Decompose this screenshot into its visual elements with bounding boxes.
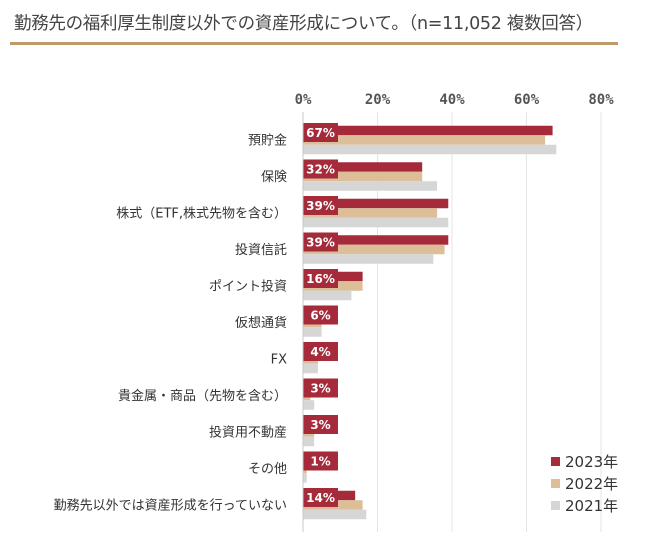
bar-2021年	[303, 436, 315, 447]
value-label: 39%	[306, 236, 335, 250]
value-label: 6%	[310, 309, 330, 323]
bar-2021年	[303, 509, 367, 520]
value-badge	[303, 196, 338, 215]
bar-2021年	[303, 363, 318, 374]
value-badge	[303, 232, 338, 252]
value-badge	[303, 305, 338, 325]
bar-2021年	[303, 290, 352, 301]
x-tick-label: 0%	[295, 92, 312, 108]
legend-label: 2023年	[565, 453, 618, 471]
value-badge	[303, 488, 338, 507]
category-label: FX	[271, 353, 287, 368]
x-tick-label: 40%	[439, 92, 465, 108]
value-badge	[303, 269, 338, 288]
value-badge	[303, 451, 338, 471]
bar-2022年	[303, 171, 423, 182]
value-label: 14%	[306, 491, 335, 505]
legend-label: 2021年	[565, 497, 618, 515]
x-tick-label: 20%	[365, 92, 391, 108]
value-badge	[303, 123, 338, 142]
title-underline	[10, 42, 618, 45]
category-label: 投資信託	[235, 242, 287, 258]
bar-2022年	[303, 208, 438, 218]
value-label: 16%	[306, 272, 335, 286]
bar-2021年	[303, 254, 434, 264]
bar-2023年	[303, 162, 423, 172]
bar-2021年	[303, 217, 449, 228]
value-label: 1%	[310, 455, 330, 469]
value-label: 39%	[306, 199, 335, 213]
legend-label: 2022年	[565, 475, 618, 493]
category-label: 仮想通貨	[235, 315, 287, 331]
x-tick-label: 60%	[514, 92, 540, 108]
legend-swatch	[551, 457, 560, 466]
bar-2023年	[303, 198, 449, 209]
value-badge	[303, 159, 338, 179]
category-label: 投資用不動産	[209, 425, 287, 441]
bar-2022年	[303, 244, 445, 255]
x-tick-label: 80%	[588, 92, 614, 108]
category-label: その他	[248, 462, 287, 477]
bar-2021年	[303, 144, 557, 155]
bar-2022年	[303, 135, 546, 145]
legend-swatch	[551, 501, 560, 510]
bar-2021年	[303, 327, 322, 337]
value-badge	[303, 415, 338, 434]
category-label: 保険	[261, 170, 287, 185]
value-label: 3%	[310, 418, 330, 432]
value-badge	[303, 342, 338, 361]
value-label: 67%	[306, 126, 335, 140]
value-label: 32%	[306, 163, 335, 177]
value-badge	[303, 378, 338, 398]
category-label: ポイント投資	[209, 279, 287, 295]
value-label: 4%	[310, 345, 330, 359]
category-label: 貴金属・商品（先物を含む）	[118, 388, 287, 404]
bar-2023年	[303, 125, 553, 136]
category-label: 株式（ETF,株式先物を含む）	[116, 206, 287, 222]
value-label: 3%	[310, 382, 330, 396]
category-label: 勤務先以外では資産形成を行っていない	[54, 498, 287, 514]
bar-2023年	[303, 235, 449, 245]
bar-2021年	[303, 181, 438, 191]
bar-2021年	[303, 400, 315, 410]
chart-title: 勤務先の福利厚生制度以外での資産形成について。（n=11,052 複数回答）	[14, 14, 593, 34]
category-label: 預貯金	[248, 133, 287, 149]
legend-swatch	[551, 479, 560, 488]
bar-2021年	[303, 473, 307, 483]
